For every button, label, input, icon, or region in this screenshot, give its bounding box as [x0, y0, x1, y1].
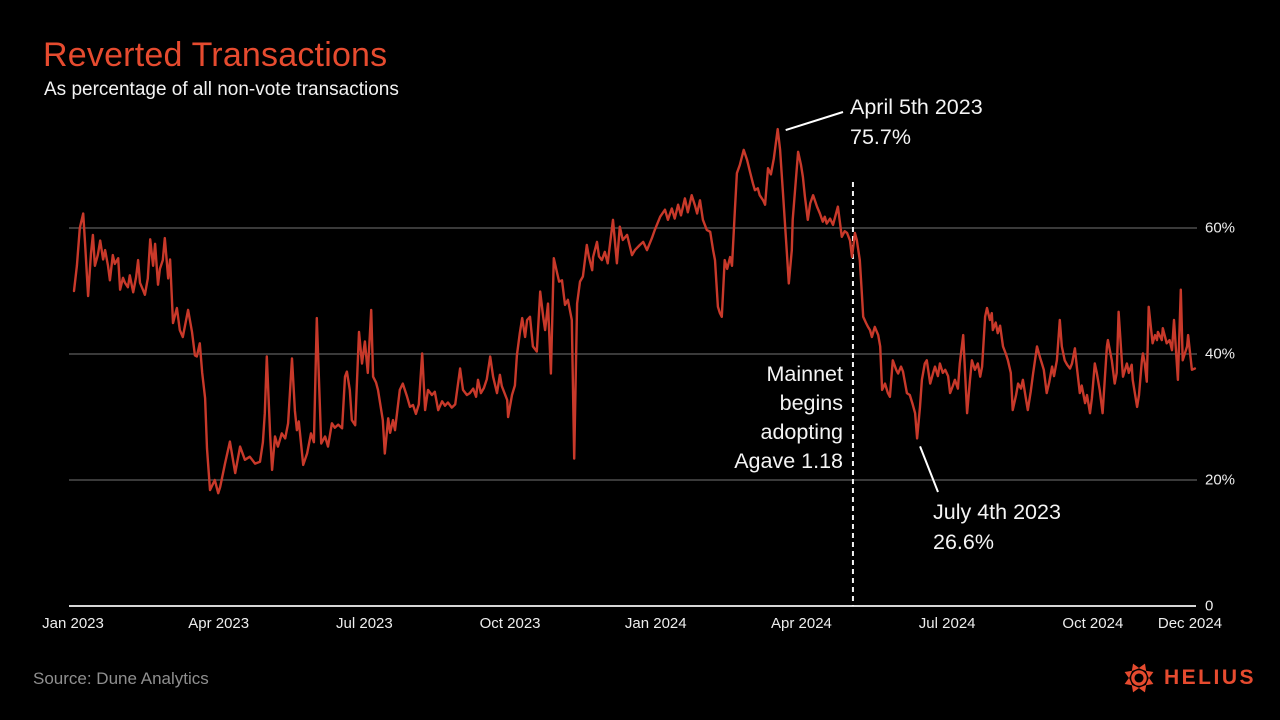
- sun-ring: [1131, 670, 1147, 686]
- y-tick-label: 0: [1205, 597, 1214, 615]
- x-tick-label: Dec 2024: [1157, 615, 1223, 632]
- brand-wordmark: HELIUS: [1164, 666, 1257, 689]
- annotation-event-line: Mainnet: [766, 362, 844, 386]
- x-tick-label: Oct 2023: [479, 615, 541, 632]
- annotation-peak-date: April 5th 2023: [850, 95, 983, 119]
- sun-ray: [1138, 684, 1147, 693]
- annotation-peak-value: 75.7%: [850, 125, 911, 149]
- annotation-dip-date: July 4th 2023: [933, 500, 1061, 524]
- x-tick-label: Apr 2023: [188, 615, 250, 632]
- sun-ray: [1145, 670, 1154, 679]
- sun-ray: [1124, 670, 1133, 679]
- annotation-event-line: Agave 1.18: [734, 449, 843, 473]
- brand-logo: HELIUS: [1122, 661, 1256, 695]
- source-credit: Source: Dune Analytics: [33, 669, 209, 688]
- x-tick-label: Apr 2024: [771, 615, 832, 632]
- y-tick-label: 20%: [1205, 471, 1236, 489]
- sun-ray: [1145, 677, 1154, 686]
- dip-leader-line: [919, 446, 939, 493]
- y-tick-label: 60%: [1205, 219, 1236, 237]
- x-tick-label: Jan 2023: [42, 615, 104, 632]
- annotation-dip-value: 26.6%: [933, 530, 994, 554]
- annotation-event-line: begins: [779, 391, 843, 415]
- sun-ray: [1138, 663, 1147, 672]
- x-tick-label: Jan 2024: [624, 615, 687, 632]
- reverted-transactions-line: [72, 127, 1197, 495]
- x-tick-label: Oct 2024: [1062, 615, 1124, 632]
- annotation-dip: July 4th 2023 26.6%: [933, 497, 1061, 557]
- sun-ray: [1131, 684, 1140, 693]
- page-title: Reverted Transactions: [43, 36, 388, 74]
- y-tick-label: 40%: [1205, 345, 1236, 363]
- sun-ray: [1131, 663, 1140, 672]
- x-tick-label: Jul 2023: [336, 615, 393, 632]
- annotation-event: Mainnet begins adopting Agave 1.18: [734, 360, 843, 476]
- annotation-peak: April 5th 2023 75.7%: [850, 92, 983, 152]
- page-subtitle: As percentage of all non-vote transactio…: [44, 79, 399, 100]
- sun-ray: [1124, 677, 1133, 686]
- annotation-event-line: adopting: [760, 420, 844, 444]
- x-tick-label: Jul 2024: [918, 615, 976, 632]
- helius-sunburst-icon: [1124, 663, 1154, 693]
- peak-leader-line: [785, 111, 844, 132]
